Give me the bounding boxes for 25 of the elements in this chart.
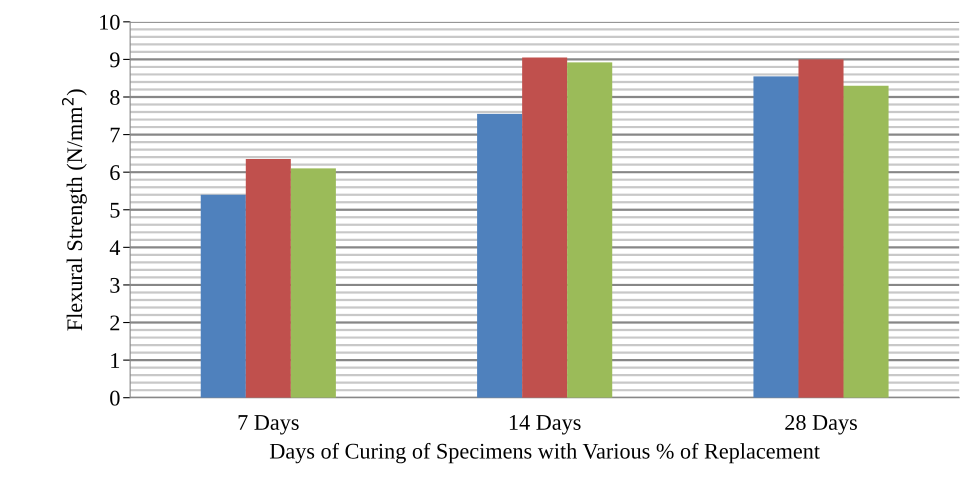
bar [567,62,612,398]
bar [246,159,291,398]
y-tick-label: 2 [110,316,120,330]
y-tick-label: 7 [110,128,120,142]
y-tick-label: 3 [110,278,120,293]
y-tick-label: 4 [110,240,120,256]
bar [200,194,246,398]
bar [477,114,522,398]
bar [798,59,844,398]
y-tick-label: 8 [110,90,120,105]
bar [522,58,568,398]
bar [753,76,798,398]
y-tick-label: 9 [110,52,120,68]
y-tick-label: 1 [111,353,120,368]
x-tick-label: 14 Days [510,415,581,435]
y-tick-label: 5 [110,202,120,218]
x-tick-label: 7 Days [238,415,299,435]
x-tick-label: 28 Days [785,414,857,435]
bar [290,168,336,398]
x-axis-title: Days of Curing of Specimens with Various % of Replacement [270,442,820,464]
bar [844,86,889,398]
y-axis-title: Flexural Strength (N/mm$^{2}$) [62,89,87,331]
y-tick-label: 6 [110,165,120,180]
y-tick-label: 10 [100,14,120,30]
y-tick-label: 0 [110,390,120,406]
